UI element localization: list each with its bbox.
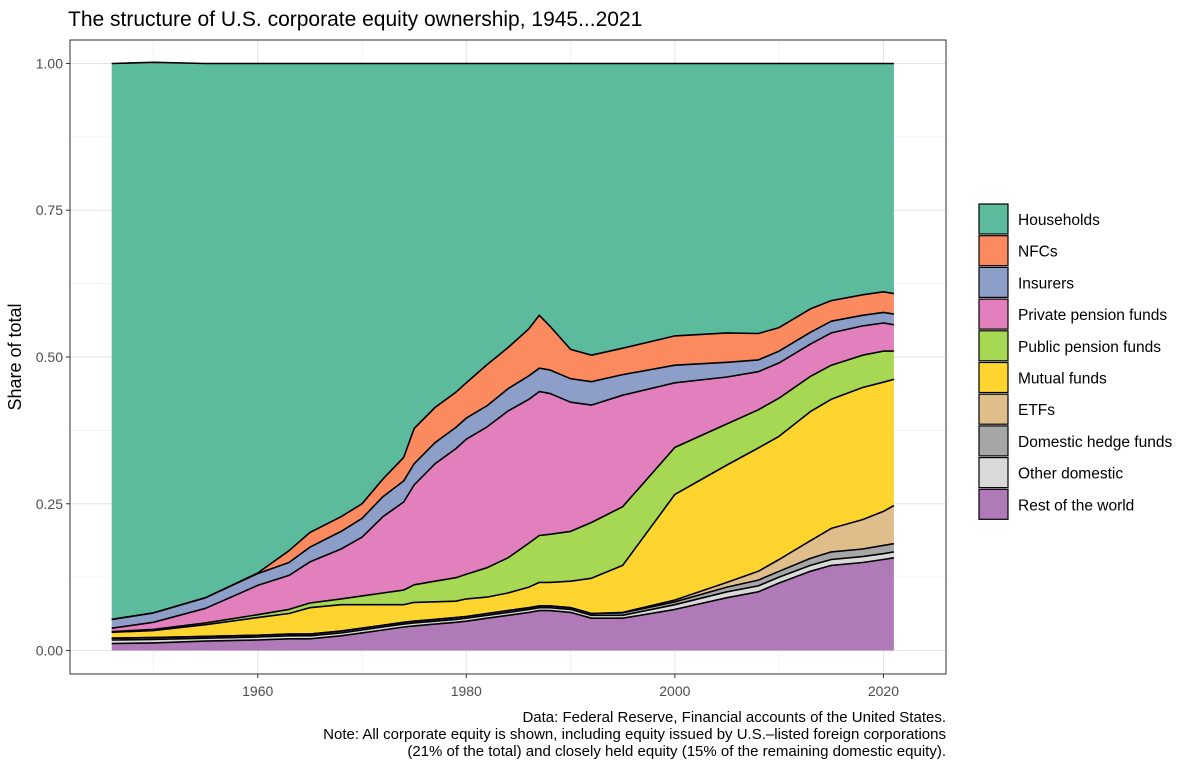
boundary-line-etfs xyxy=(111,504,895,639)
x-tick-label: 1980 xyxy=(451,683,482,699)
area-mutual-funds xyxy=(111,379,894,639)
boundary-line-private-pension-funds xyxy=(111,322,895,629)
chart-caption: Data: Federal Reserve, Financial account… xyxy=(323,709,946,760)
boundary-line-public-pension-funds xyxy=(111,350,894,633)
boundary-line-rest-of-the-world xyxy=(111,557,895,645)
x-tick-label: 1960 xyxy=(242,683,273,699)
boundary-line-nfcs xyxy=(111,291,895,621)
legend: Households NFCs Insurers Private pension fu… xyxy=(978,203,1172,520)
legend-label: Public pension funds xyxy=(1018,339,1161,356)
legend-label: ETFs xyxy=(1018,402,1055,419)
area-public-pension-funds xyxy=(111,351,894,633)
legend-swatch xyxy=(978,425,1009,457)
legend-label: NFCs xyxy=(1018,244,1058,261)
legend-label: Households xyxy=(1018,212,1100,229)
legend-label: Private pension funds xyxy=(1018,307,1167,324)
legend-swatch xyxy=(978,266,1009,298)
y-tick-label: 1.00 xyxy=(36,55,63,71)
legend-label: Mutual funds xyxy=(1018,371,1107,388)
y-tick-label: 0.00 xyxy=(36,643,63,659)
legend-label: Domestic hedge funds xyxy=(1018,434,1172,451)
area-households xyxy=(111,62,894,620)
chart-title: The structure of U.S. corporate equity o… xyxy=(68,8,642,31)
legend-label: Rest of the world xyxy=(1018,497,1134,514)
axes: 0.00 0.25 0.50 0.75 1.00 1960 1980 2000 2020 xyxy=(36,55,899,699)
legend-swatch xyxy=(978,298,1009,330)
x-tick-label: 2000 xyxy=(659,683,690,699)
boundary-line-insurers xyxy=(111,311,895,621)
legend-swatch xyxy=(978,457,1009,489)
caption-line-note: Note: All corporate equity is shown, inc… xyxy=(323,726,946,743)
x-tick-label: 2020 xyxy=(868,683,899,699)
y-tick-label: 0.75 xyxy=(36,202,63,218)
area-nfcs xyxy=(111,291,894,620)
boundary-line-households xyxy=(111,61,894,65)
y-axis-label: Share of total xyxy=(5,303,25,410)
stacked-areas xyxy=(111,61,895,651)
area-rest-of-the-world xyxy=(111,557,894,651)
boundary-line-other-domestic xyxy=(111,551,895,641)
legend-swatch xyxy=(978,330,1009,362)
caption-line-detail: (21% of the total) and closely held equi… xyxy=(407,743,946,760)
legend-label: Insurers xyxy=(1018,275,1074,292)
legend-swatch xyxy=(978,393,1009,425)
legend-swatch xyxy=(978,361,1009,394)
area-private-pension-funds xyxy=(111,323,894,632)
legend-swatch xyxy=(978,488,1009,520)
legend-swatch xyxy=(978,203,1009,235)
legend-swatch xyxy=(978,235,1009,267)
caption-line-source: Data: Federal Reserve, Financial account… xyxy=(522,709,946,726)
legend-label: Other domestic xyxy=(1018,466,1123,483)
boundary-line-mutual-funds xyxy=(111,378,895,634)
y-tick-label: 0.25 xyxy=(36,496,63,512)
y-tick-label: 0.50 xyxy=(36,349,63,365)
